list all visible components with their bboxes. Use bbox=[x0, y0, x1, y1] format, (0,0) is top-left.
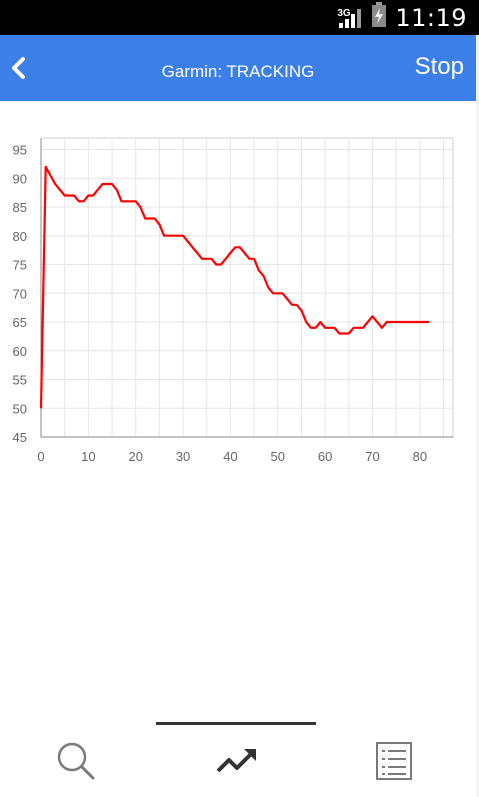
x-tick-label: 30 bbox=[176, 449, 190, 464]
y-tick-label: 80 bbox=[13, 229, 27, 244]
x-tick-label: 20 bbox=[128, 449, 142, 464]
x-tick-label: 0 bbox=[37, 449, 44, 464]
x-tick-label: 50 bbox=[271, 449, 285, 464]
x-tick-label: 40 bbox=[223, 449, 237, 464]
x-tick-label: 10 bbox=[81, 449, 95, 464]
tab-bar bbox=[0, 725, 476, 797]
status-bar: 3G 11:19 bbox=[0, 0, 479, 35]
page-title: Garmin: TRACKING bbox=[161, 62, 315, 81]
plot-area bbox=[40, 137, 454, 438]
selected-tab-indicator bbox=[156, 722, 316, 725]
y-tick-label: 90 bbox=[13, 171, 27, 186]
y-tick-label: 75 bbox=[13, 258, 27, 273]
network-type: 3G bbox=[337, 7, 351, 19]
y-tick-label: 55 bbox=[13, 373, 27, 388]
status-icons: 3G 11:19 bbox=[337, 0, 467, 35]
chevron-left-icon bbox=[12, 57, 25, 79]
scroll-edge bbox=[476, 35, 479, 797]
clock: 11:19 bbox=[395, 3, 467, 32]
x-tick-label: 80 bbox=[413, 449, 427, 464]
tracking-chart: 45 50 55 60 65 70 75 80 85 90 95 0 10 20 30 40 50 60 70 80 bbox=[0, 125, 479, 475]
signal-icon: 3G bbox=[337, 6, 363, 30]
search-icon bbox=[57, 742, 95, 780]
y-tick-label: 95 bbox=[13, 143, 27, 158]
x-tick-label: 60 bbox=[318, 449, 332, 464]
series-line bbox=[39, 165, 430, 409]
stop-button[interactable]: Stop bbox=[414, 53, 464, 80]
x-tick-label: 70 bbox=[365, 449, 379, 464]
tab-search[interactable] bbox=[52, 737, 100, 785]
tab-tracking[interactable] bbox=[212, 737, 260, 785]
back-button[interactable] bbox=[4, 49, 36, 87]
tab-list[interactable] bbox=[370, 737, 418, 785]
y-tick-label: 45 bbox=[13, 430, 27, 445]
y-tick-label: 70 bbox=[13, 286, 27, 301]
trending-icon bbox=[216, 749, 256, 773]
app-bar: Garmin: TRACKING Stop bbox=[0, 35, 476, 101]
list-icon bbox=[376, 742, 412, 780]
y-tick-label: 85 bbox=[13, 200, 27, 215]
y-tick-label: 60 bbox=[13, 344, 27, 359]
y-tick-label: 65 bbox=[13, 315, 27, 330]
battery-charging-icon bbox=[371, 2, 387, 33]
line-chart: 45 50 55 60 65 70 75 80 85 90 95 0 10 20 30 40 50 60 70 80 bbox=[13, 137, 454, 464]
y-tick-label: 50 bbox=[13, 401, 27, 416]
